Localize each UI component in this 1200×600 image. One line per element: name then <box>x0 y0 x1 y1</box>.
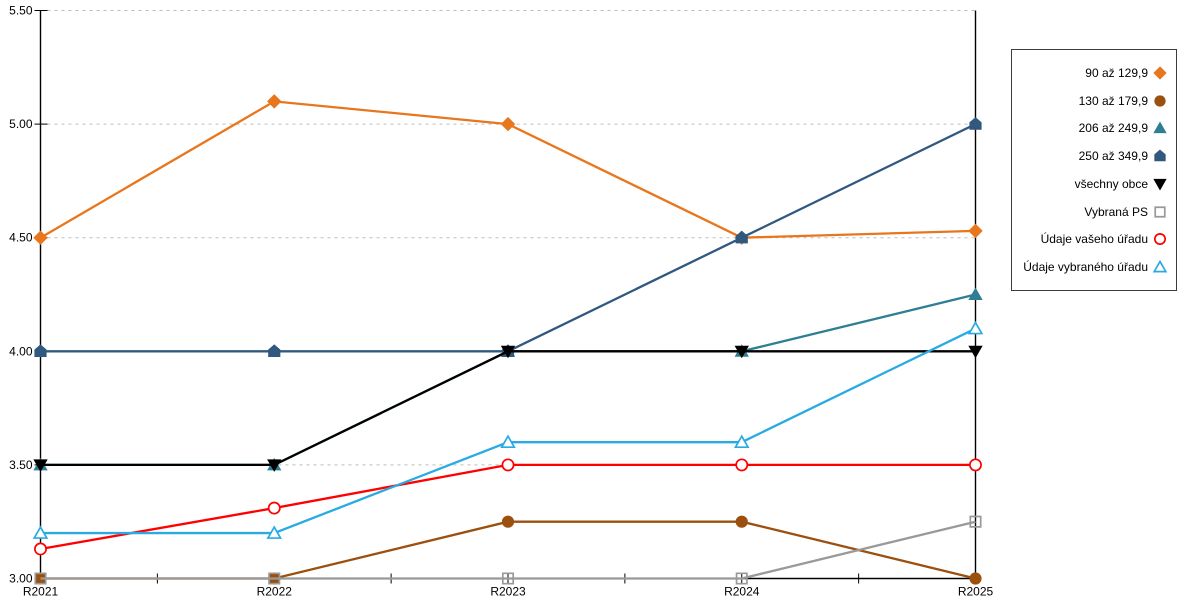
x-axis-label: R2024 <box>724 585 760 599</box>
legend-label: Údaje vašeho úřadu <box>1040 232 1148 247</box>
y-axis-label: 4.50 <box>9 231 33 245</box>
diamond-marker <box>968 223 983 239</box>
legend-item-7: Údaje vybraného úřadu <box>1016 259 1169 275</box>
triangle-up-marker <box>967 320 984 335</box>
series-line-5 <box>40 520 976 580</box>
square-marker <box>268 572 281 585</box>
chart-legend: 90 až 129,9 130 až 179,9 206 až 249,9 250 a… <box>1011 49 1177 291</box>
diamond-marker <box>33 230 48 245</box>
legend-item-0: 90 až 129,9 <box>1016 65 1169 81</box>
pentagon-marker <box>268 344 281 357</box>
triangle-up-marker <box>968 287 983 300</box>
square-marker <box>501 572 515 585</box>
legend-item-6: Údaje vašeho úřadu <box>1016 231 1169 247</box>
triangle-up-marker <box>266 525 283 539</box>
triangle-down-legend-icon <box>1153 178 1167 191</box>
legend-label: 130 až 179,9 <box>1078 93 1148 108</box>
triangle-up-marker <box>32 525 49 539</box>
y-axis-label: 5.50 <box>9 4 33 18</box>
legend-label: všechny obce <box>1074 176 1148 191</box>
y-axis-label: 5.00 <box>9 117 33 131</box>
y-axis-label: 3.00 <box>9 572 33 586</box>
diamond-marker <box>267 94 282 109</box>
y-axis-label: 4.00 <box>9 344 33 358</box>
x-axis-label: R2025 <box>958 585 994 599</box>
series-line-7 <box>40 327 977 535</box>
triangle-down-marker <box>33 459 48 472</box>
triangle-down-marker <box>968 345 983 359</box>
triangle-up-marker <box>1153 121 1167 134</box>
circle-marker <box>1154 94 1166 107</box>
pentagon-marker <box>735 230 748 244</box>
legend-item-1: 130 až 179,9 <box>1016 93 1169 109</box>
series-line-6 <box>40 463 976 551</box>
diamond-marker <box>1153 66 1167 80</box>
circle-marker <box>501 458 515 472</box>
circle-marker <box>34 542 47 556</box>
legend-item-5: Vybraná PS <box>1016 204 1169 220</box>
circle-legend-icon <box>1154 94 1166 107</box>
x-axis-label: R2023 <box>490 585 526 599</box>
triangle-up-legend-icon <box>1152 259 1168 273</box>
legend-item-4: všechny obce <box>1016 176 1169 192</box>
circle-marker <box>969 572 982 585</box>
y-axis-label: 3.50 <box>9 458 33 472</box>
square-marker <box>969 515 982 528</box>
square-marker <box>34 572 47 585</box>
triangle-up-marker <box>500 434 516 449</box>
triangle-down-marker <box>500 345 516 359</box>
legend-label: Vybraná PS <box>1084 204 1148 219</box>
diamond-marker <box>500 116 516 132</box>
circle-marker <box>1153 233 1167 246</box>
square-marker <box>735 572 748 585</box>
circle-marker <box>735 515 748 528</box>
triangle-down-marker <box>734 345 749 359</box>
circle-legend-icon <box>1153 233 1167 246</box>
square-legend-icon <box>1154 205 1166 218</box>
circle-marker <box>267 501 281 515</box>
legend-label: 90 až 129,9 <box>1085 65 1148 80</box>
series-line-1 <box>40 520 976 580</box>
triangle-up-marker <box>1152 259 1168 273</box>
pentagon-marker <box>1154 149 1166 162</box>
circle-marker <box>969 458 982 472</box>
triangle-up-marker <box>733 434 750 449</box>
pentagon-marker <box>969 117 982 130</box>
triangle-down-marker <box>267 459 282 472</box>
legend-label: 206 až 249,9 <box>1078 121 1148 136</box>
x-axis-label: R2021 <box>23 585 59 599</box>
triangle-up-legend-icon <box>1153 121 1167 134</box>
legend-label: 250 až 349,9 <box>1078 149 1148 164</box>
diamond-legend-icon <box>1153 66 1167 80</box>
triangle-down-marker <box>1153 178 1167 191</box>
square-marker <box>1154 205 1166 218</box>
circle-marker <box>501 515 515 528</box>
legend-label: Údaje vybraného úřadu <box>1023 260 1148 275</box>
pentagon-marker <box>34 344 47 357</box>
circle-marker <box>735 458 749 472</box>
pentagon-legend-icon <box>1154 149 1166 162</box>
x-axis-label: R2022 <box>257 585 293 599</box>
legend-item-3: 250 až 349,9 <box>1016 148 1169 164</box>
legend-item-2: 206 až 249,9 <box>1016 120 1169 136</box>
